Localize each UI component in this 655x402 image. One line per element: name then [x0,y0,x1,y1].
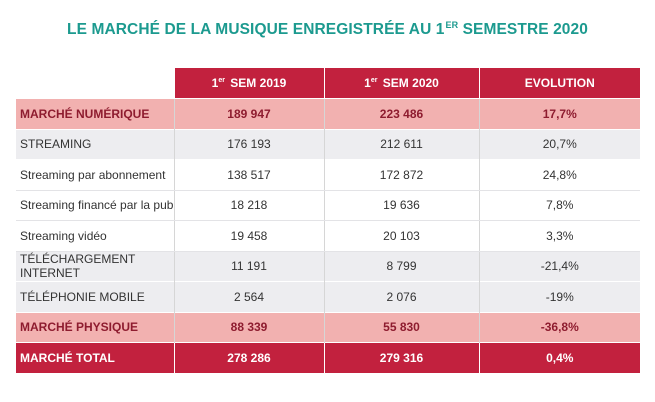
value-evolution: 17,7% [478,98,640,129]
value-2020: 20 103 [323,220,479,252]
page-title: LE MARCHÉ DE LA MUSIQUE ENREGISTRÉE AU 1… [0,20,655,39]
header-2020: 1er SEM 2020 [323,68,479,99]
table-row: MARCHÉ PHYSIQUE 88 339 55 830 -36,8% [16,311,640,343]
value-2020: 279 316 [323,342,479,373]
header-2019-sup: er [218,77,225,84]
title-text: LE MARCHÉ DE LA MUSIQUE ENREGISTRÉE AU 1 [67,21,445,38]
table-row: MARCHÉ NUMÉRIQUE 189 947 223 486 17,7% [16,98,640,129]
title-text-rest: SEMESTRE 2020 [458,21,588,38]
value-2019: 11 191 [173,250,324,282]
header-2019-text: SEM 2019 [226,76,287,90]
row-label: Streaming par abonnement [16,159,174,191]
header-row: 1er SEM 2019 1er SEM 2020 EVOLUTION [16,68,640,99]
value-2019: 88 339 [173,311,324,343]
value-2019: 18 218 [173,189,324,221]
header-blank-cell [16,68,174,99]
value-2020: 2 076 [323,281,479,312]
header-2020-num: 1 [364,76,371,90]
table-row: TÉLÉPHONIE MOBILE 2 564 2 076 -19% [16,281,640,312]
table-row: Streaming par abonnement 138 517 172 872… [16,159,640,191]
value-evolution: 3,3% [478,220,640,252]
header-2019-num: 1 [211,76,219,90]
row-label: MARCHÉ TOTAL [16,342,174,373]
row-label: MARCHÉ NUMÉRIQUE [16,98,174,129]
value-evolution: 0,4% [478,342,640,373]
table-row: TÉLÉCHARGEMENT INTERNET 11 191 8 799 -21… [16,250,640,282]
value-2019: 176 193 [173,128,324,160]
value-2020: 55 830 [323,311,479,343]
table-row-total: MARCHÉ TOTAL 278 286 279 316 0,4% [16,342,640,373]
value-2020: 19 636 [323,189,479,221]
title-superscript: ER [445,20,459,30]
row-label: Streaming vidéo [16,220,174,252]
value-2019: 19 458 [173,220,324,252]
value-2020: 172 872 [323,159,479,191]
header-evolution-text: EVOLUTION [524,76,595,90]
row-label: TÉLÉCHARGEMENT INTERNET [16,250,174,282]
row-label: TÉLÉPHONIE MOBILE [16,281,174,312]
value-2019: 2 564 [173,281,324,312]
row-label: Streaming financé par la pub [16,189,174,221]
header-2020-text: SEM 2020 [379,76,439,90]
value-evolution: -19% [478,281,640,312]
value-2020: 223 486 [323,98,479,129]
table-row: Streaming financé par la pub 18 218 19 6… [16,189,640,221]
header-2019: 1er SEM 2019 [173,68,324,99]
value-evolution: -21,4% [478,250,640,282]
music-market-table: 1er SEM 2019 1er SEM 2020 EVOLUTION MARC… [16,68,640,373]
value-evolution: 24,8% [478,159,640,191]
value-evolution: 20,7% [478,128,640,160]
value-evolution: -36,8% [478,311,640,343]
row-label: STREAMING [16,128,174,160]
value-evolution: 7,8% [478,189,640,221]
value-2020: 8 799 [323,250,479,282]
header-2020-sup: er [370,77,378,84]
table-row: Streaming vidéo 19 458 20 103 3,3% [16,220,640,252]
value-2019: 278 286 [173,342,324,373]
row-label: MARCHÉ PHYSIQUE [16,311,174,343]
value-2020: 212 611 [323,128,479,160]
table-row: STREAMING 176 193 212 611 20,7% [16,128,640,160]
value-2019: 138 517 [173,159,324,191]
value-2019: 189 947 [173,98,324,129]
header-evolution: EVOLUTION [478,68,640,99]
